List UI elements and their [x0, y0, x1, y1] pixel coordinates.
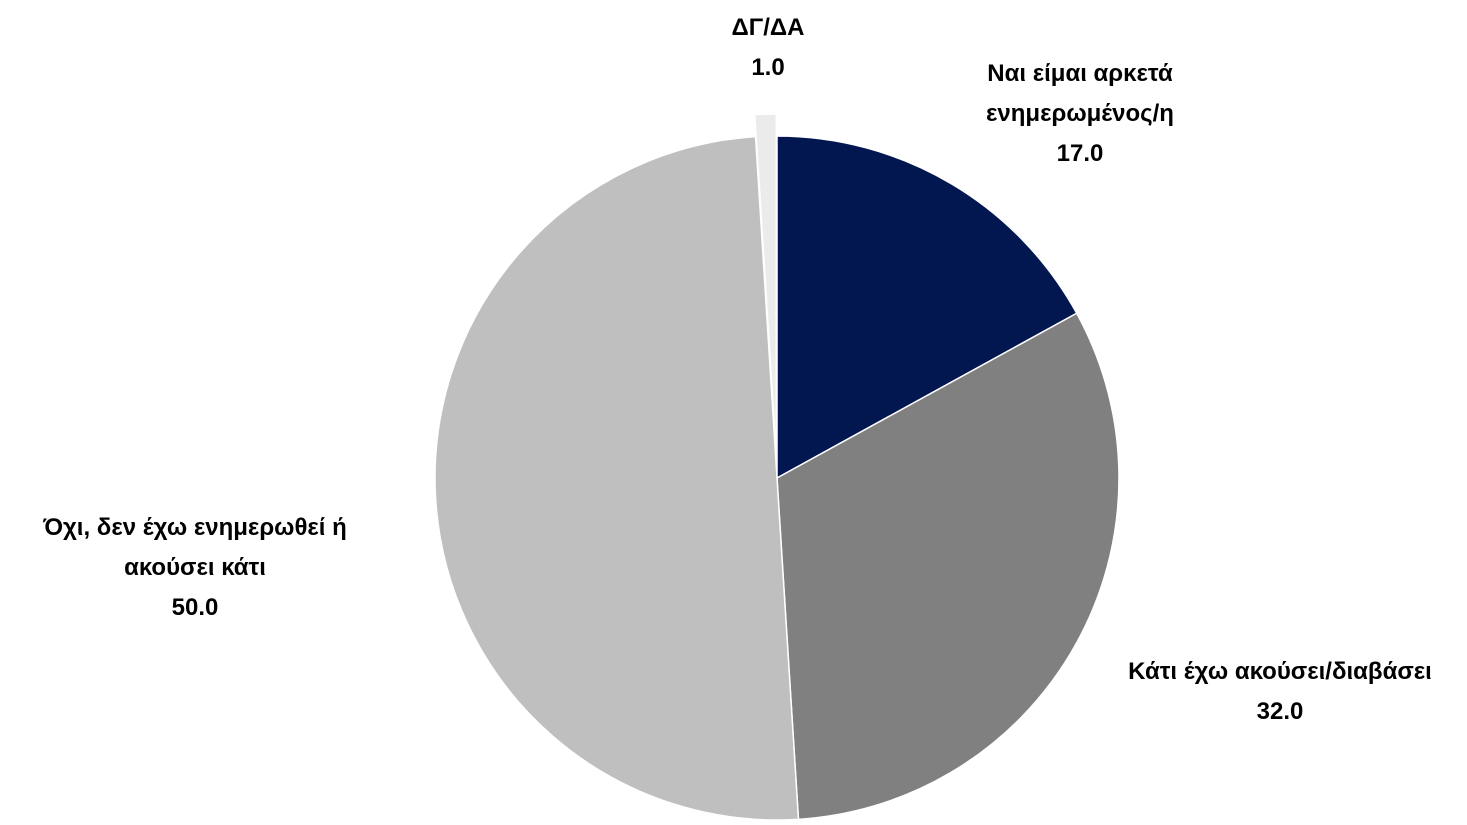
pie-slice [776, 135, 1078, 480]
pie-slice [776, 312, 1120, 821]
category-label: Κάτι έχω ακούσει/διαβάσει [1128, 658, 1432, 685]
data-label: ΔΓ/ΔΑ 1.0 [668, 8, 868, 88]
value-label: 32.0 [1256, 698, 1304, 725]
pie-slice [754, 113, 778, 457]
category-label: Όχι, δεν έχω ενημερωθεί ή ακούσει κάτι [43, 514, 347, 581]
category-label: ΔΓ/ΔΑ [731, 14, 805, 41]
value-label: 17.0 [1056, 140, 1104, 167]
data-label: Ναι είμαι αρκετά ενημερωμένος/η 17.0 [955, 54, 1205, 174]
data-label: Κάτι έχω ακούσει/διαβάσει 32.0 [1070, 652, 1467, 732]
data-label: Όχι, δεν έχω ενημερωθεί ή ακούσει κάτι 50… [10, 508, 380, 628]
category-label: Ναι είμαι αρκετά ενημερωμένος/η [986, 60, 1174, 127]
value-label: 1.0 [751, 54, 785, 81]
pie-slice [433, 135, 800, 821]
value-label: 50.0 [171, 594, 219, 621]
